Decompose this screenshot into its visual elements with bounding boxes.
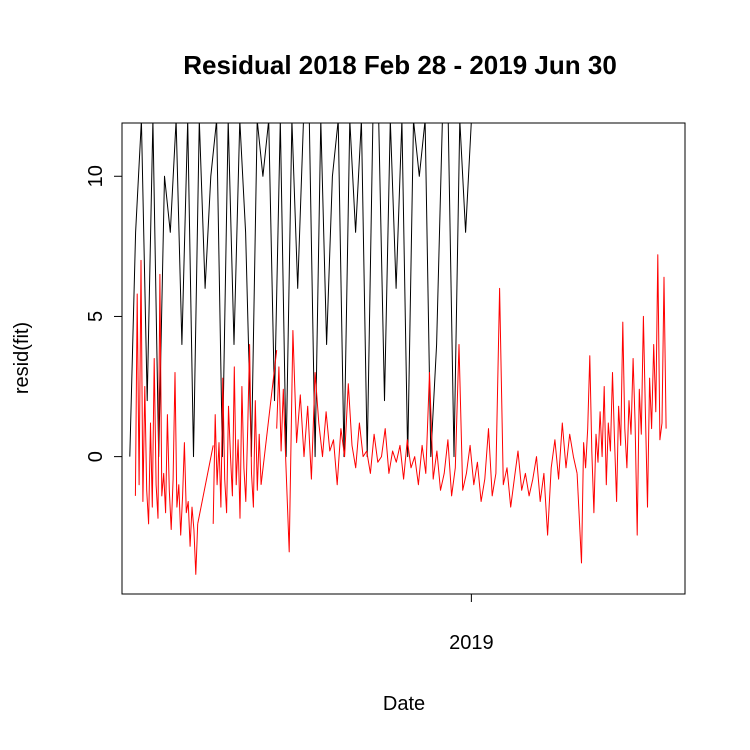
x-axis-label: Date — [383, 693, 425, 715]
y-tick-label-0: 0 — [85, 451, 107, 462]
series-red-segment-6 — [576, 473, 582, 564]
series-red-segment-4 — [276, 366, 287, 457]
x-axis: 2019 — [449, 594, 494, 654]
x-tick-label-2019: 2019 — [449, 632, 494, 654]
series-red-segment-5 — [285, 287, 578, 553]
y-tick-label-5: 5 — [85, 311, 107, 322]
series-red-segment-7 — [581, 254, 667, 564]
y-axis: 0 5 10 — [85, 165, 123, 462]
red-series — [134, 254, 667, 575]
y-axis-label: resid(fit) — [11, 322, 33, 394]
chart-title: Residual 2018 Feb 28 - 2019 Jun 30 — [183, 50, 617, 80]
series-black-segment-0 — [129, 123, 472, 458]
series-red-segment-3 — [260, 350, 278, 485]
series-red-segment-2 — [212, 344, 262, 524]
series-red-segment-1 — [197, 445, 214, 524]
black-series — [129, 123, 472, 458]
y-tick-label-10: 10 — [85, 165, 107, 187]
series-red-segment-0 — [134, 259, 199, 575]
